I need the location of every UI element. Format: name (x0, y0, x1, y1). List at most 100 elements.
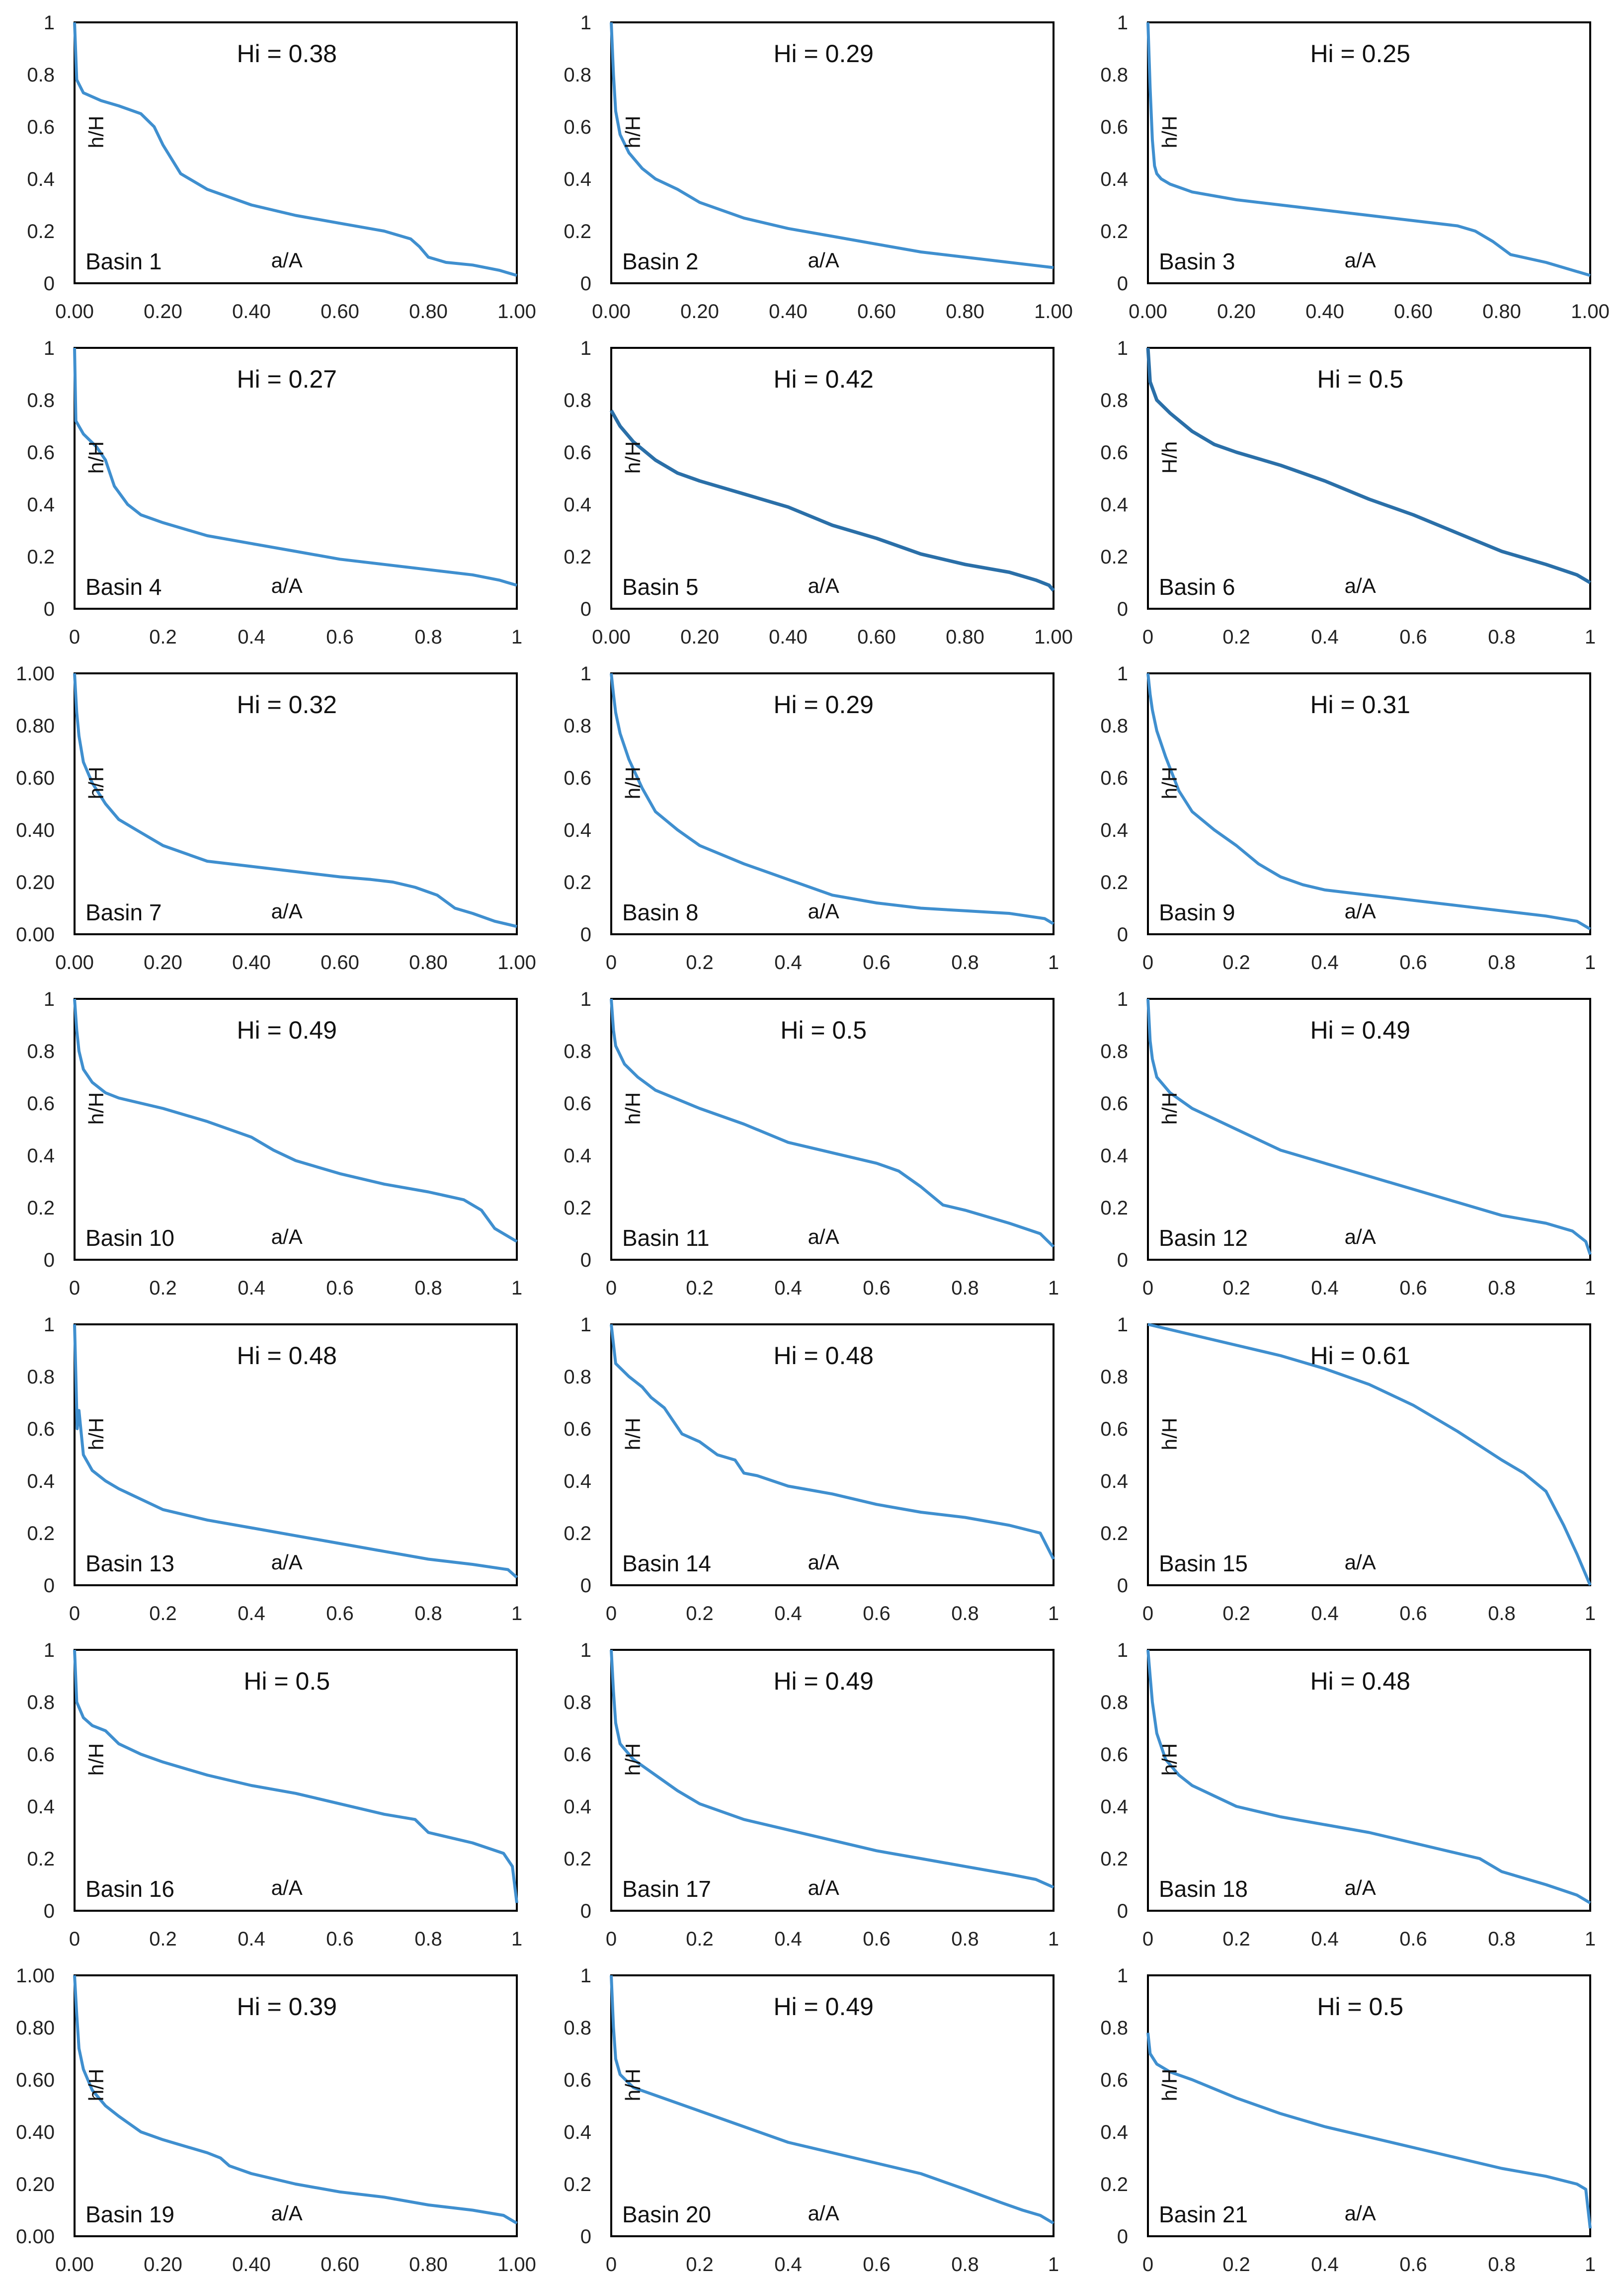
y-tick-label: 1 (1117, 1314, 1128, 1336)
plot-frame (1147, 998, 1591, 1261)
x-tick-label: 0.80 (946, 626, 984, 648)
y-axis-label: h/H (84, 1743, 108, 1776)
x-tick-label: 1.00 (1034, 626, 1073, 648)
y-tick-label: 0.2 (1100, 2174, 1128, 2195)
y-axis-label: h/H (84, 767, 108, 799)
y-tick-label: 0 (44, 1575, 55, 1597)
y-tick-label: 0.6 (1100, 2069, 1128, 2091)
chart-panel: 0 0.2 0.4 0.6 0.8 1 0 0.2 0.4 0.6 0.8 1 Hi = 0.29 Bas… (564, 663, 1059, 974)
y-tick-label: 0.4 (564, 168, 591, 190)
basin-name-label: Basin 16 (85, 1876, 174, 1902)
hi-value-label: Hi = 0.5 (244, 1667, 330, 1695)
x-tick-label: 0.2 (1222, 952, 1250, 974)
y-tick-label: 0.2 (564, 2174, 591, 2195)
basin-name-label: Basin 5 (622, 574, 698, 600)
y-tick-label: 0.2 (564, 546, 591, 568)
y-tick-label: 0.8 (27, 1041, 55, 1062)
y-tick-label: 0 (580, 1575, 591, 1597)
x-tick-label: 0.20 (680, 626, 719, 648)
chart-panel: 0 0.2 0.4 0.6 0.8 1 0 0.2 0.4 0.6 0.8 1 Hi = 0.49 Bas… (564, 1965, 1059, 2276)
chart-panel: 0 0.2 0.4 0.6 0.8 1 0.00 0.20 0.40 0.60 0.80 1.00 Hi… (564, 12, 1073, 323)
y-tick-label: 1 (1117, 1639, 1128, 1661)
basin-name-label: Basin 1 (85, 248, 162, 274)
hypsometric-curve (1146, 998, 1592, 1255)
x-tick-label: 0.6 (863, 1277, 891, 1299)
basin-name-label: Basin 20 (622, 2201, 711, 2227)
x-axis-label: a/A (808, 248, 839, 272)
x-tick-label: 0.6 (1399, 1603, 1427, 1625)
y-tick-label: 0.4 (27, 168, 55, 190)
y-tick-label: 0.8 (564, 390, 591, 411)
hi-value-label: Hi = 0.39 (237, 1993, 337, 2021)
plot-frame (1147, 347, 1591, 610)
plot-frame (610, 21, 1055, 284)
basin-name-label: Basin 8 (622, 899, 698, 925)
x-axis-label: a/A (271, 899, 303, 923)
y-tick-label: 1 (44, 988, 55, 1010)
x-tick-label: 0.60 (321, 301, 359, 323)
x-tick-label: 0 (606, 1277, 617, 1299)
y-tick-label: 0.8 (564, 2017, 591, 2039)
x-axis-label: a/A (271, 1876, 303, 1899)
x-tick-label: 0.6 (326, 1277, 354, 1299)
y-tick-label: 0.4 (564, 819, 591, 841)
y-axis-label: h/H (1158, 767, 1181, 799)
y-tick-label: 0 (1117, 1249, 1128, 1271)
y-tick-label: 0.6 (564, 116, 591, 138)
x-tick-label: 0.4 (1311, 2254, 1339, 2276)
x-tick-label: 0.2 (1222, 1928, 1250, 1950)
y-tick-label: 0 (580, 273, 591, 295)
basin-name-label: Basin 14 (622, 1550, 711, 1576)
x-tick-label: 0 (69, 1603, 80, 1625)
y-tick-label: 0.4 (1100, 1796, 1128, 1818)
hypsometric-curve (1146, 673, 1591, 931)
x-tick-label: 1.00 (1034, 301, 1073, 323)
x-tick-label: 0.40 (232, 2254, 271, 2276)
hi-value-label: Hi = 0.5 (1317, 1993, 1403, 2021)
hypsometric-curve (1146, 347, 1591, 584)
x-tick-label: 0.2 (1222, 1603, 1250, 1625)
x-tick-label: 1 (511, 1277, 522, 1299)
y-tick-label: 1 (44, 1639, 55, 1661)
y-tick-label: 1 (580, 1314, 591, 1336)
chart-panel: 0 0.2 0.4 0.6 0.8 1 0.00 0.20 0.40 0.60 0.80 1.00 Hi… (1100, 12, 1610, 323)
hi-value-label: Hi = 0.5 (780, 1016, 867, 1044)
y-tick-label: 0 (580, 1900, 591, 1922)
plot-frame (610, 1323, 1055, 1586)
x-tick-label: 1 (1048, 2254, 1059, 2276)
x-axis-label: a/A (1345, 1550, 1376, 1574)
y-tick-label: 1 (44, 337, 55, 359)
y-tick-label: 0.4 (27, 1796, 55, 1818)
x-axis-label: a/A (808, 574, 839, 597)
chart-panel: 0 0.2 0.4 0.6 0.8 1 0 0.2 0.4 0.6 0.8 1 Hi = 0.48 Bas… (564, 1314, 1059, 1625)
x-axis-label: a/A (1345, 899, 1376, 923)
y-tick-label: 0 (44, 1249, 55, 1271)
plot-frame (1147, 672, 1591, 935)
hypsometric-curve (73, 673, 517, 928)
x-tick-label: 0.8 (1488, 626, 1516, 648)
chart-panel: 0 0.2 0.4 0.6 0.8 1 0 0.2 0.4 0.6 0.8 1 Hi = 0.5 Basi… (564, 988, 1059, 1299)
y-tick-label: 1.00 (16, 663, 55, 685)
y-tick-label: 0.8 (27, 1692, 55, 1713)
y-tick-label: 0.8 (1100, 64, 1128, 86)
hi-value-label: Hi = 0.29 (773, 40, 874, 68)
y-tick-label: 0.6 (27, 116, 55, 138)
x-tick-label: 0.4 (238, 1277, 265, 1299)
x-tick-label: 0.80 (946, 301, 984, 323)
x-tick-label: 1 (1585, 1277, 1596, 1299)
y-axis-label: h/H (1158, 116, 1181, 148)
y-axis-label: h/H (621, 441, 645, 474)
x-tick-label: 0.60 (321, 952, 359, 974)
y-tick-label: 0.6 (27, 442, 55, 464)
y-tick-label: 0 (44, 273, 55, 295)
x-tick-label: 0.8 (1488, 1277, 1516, 1299)
x-axis-label: a/A (1345, 2201, 1376, 2225)
y-tick-label: 0.40 (16, 819, 55, 841)
basin-name-label: Basin 21 (1159, 2201, 1248, 2227)
x-tick-label: 0.8 (1488, 1928, 1516, 1950)
x-tick-label: 0.4 (238, 1603, 265, 1625)
x-tick-label: 0.6 (1399, 626, 1427, 648)
y-tick-label: 1 (1117, 1965, 1128, 1987)
y-axis-label: h/H (621, 1418, 645, 1450)
x-tick-label: 0.4 (774, 2254, 802, 2276)
